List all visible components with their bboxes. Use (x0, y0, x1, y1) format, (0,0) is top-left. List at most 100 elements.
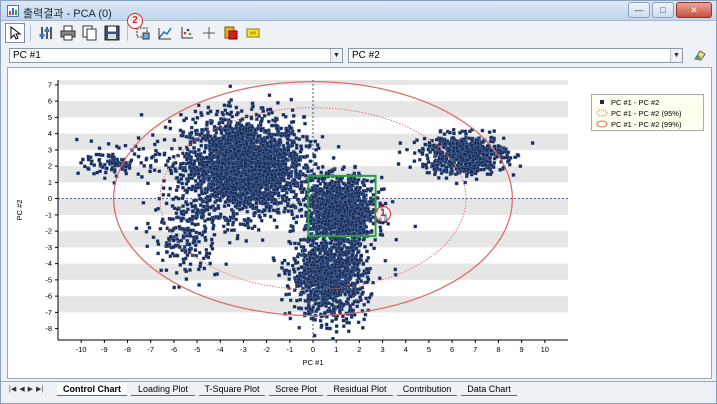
line-tool-button[interactable] (155, 23, 175, 43)
y-axis-select[interactable]: PC #2 ▼ (348, 48, 683, 63)
crosshair-tool-button[interactable] (199, 23, 219, 43)
scatter-point (268, 107, 273, 112)
scatter-point (306, 169, 310, 174)
window-title: 출력결과 - PCA (0) (23, 8, 112, 20)
scatter-point (333, 222, 337, 226)
scatter-point (182, 118, 186, 123)
save-tool-button[interactable] (102, 23, 122, 43)
scatter-point (348, 275, 352, 279)
scatter-point (361, 326, 365, 330)
scatter-point (249, 165, 254, 169)
scatter-point (172, 138, 177, 142)
scatter-point (272, 218, 277, 222)
scatter-point (228, 124, 232, 129)
highlight-tool-button[interactable] (221, 23, 241, 43)
scatter-point (308, 256, 312, 260)
scatter-point (365, 259, 369, 263)
scatter-point (272, 201, 277, 206)
scatter-point (288, 229, 292, 234)
scatter-point (200, 173, 205, 177)
scatter-point (256, 134, 260, 139)
scatter-point (310, 211, 314, 216)
scatter-point (238, 200, 242, 205)
minimize-button[interactable]: — (628, 2, 650, 18)
chart-panel[interactable]: -10 -9 -8 -7 -6 -5 -4 -3 -2 -1 0 1 2 3 4 5 6 7 8 9 10 7 6 5 4 3 2 1… (7, 67, 712, 379)
title-bar[interactable]: 출력결과 - PCA (0) — □ ✕ (1, 1, 716, 21)
scatter-point (262, 169, 267, 174)
scatter-point (282, 146, 286, 151)
scatter-point (232, 168, 236, 173)
chevron-down-icon[interactable]: ▼ (670, 49, 682, 62)
scatter-point (264, 193, 268, 198)
scatter-point (296, 280, 300, 284)
maximize-button[interactable]: □ (652, 2, 674, 18)
chart-axes: -10 -9 -8 -7 -6 -5 -4 -3 -2 -1 0 1 2 3 4 5 6 7 8 9 107654321… (45, 80, 568, 354)
scatter-point (323, 301, 327, 305)
scatter-point (243, 158, 248, 162)
scatter-point (284, 168, 289, 172)
scatter-point (337, 274, 342, 278)
eraser-icon[interactable] (693, 48, 707, 62)
scatter-point (305, 135, 309, 139)
scatter-point (246, 217, 251, 221)
scatter-point (264, 183, 268, 187)
scatter-point (298, 271, 302, 276)
zoom-rect-tool-button[interactable] (133, 23, 153, 43)
save-icon (104, 25, 120, 41)
scatter-point (338, 177, 343, 182)
y-tick-label: 5 (48, 113, 52, 122)
axis-tool-button[interactable] (177, 23, 197, 43)
scatter-point (358, 225, 363, 229)
scatter-point (324, 241, 329, 245)
scatter-point (275, 225, 279, 229)
y-tick-label: -8 (45, 324, 52, 333)
scatter-point (324, 230, 328, 234)
scatter-point (210, 193, 215, 197)
scatter-point (196, 182, 200, 186)
scatter-chart[interactable]: -10 -9 -8 -7 -6 -5 -4 -3 -2 -1 0 1 2 3 4 5 6 7 8 9 107654321… (8, 68, 711, 378)
scatter-point (242, 203, 246, 208)
x-tick-label: 7 (473, 345, 477, 354)
scatter-point (301, 245, 306, 249)
scatter-point (319, 170, 323, 175)
scatter-point (299, 144, 303, 148)
scatter-point (372, 246, 376, 251)
print-tool-button[interactable] (58, 23, 78, 43)
scatter-point (214, 137, 218, 142)
scatter-point (357, 211, 361, 216)
scatter-point (215, 198, 219, 203)
scatter-point (245, 122, 249, 127)
scatter-point (270, 178, 275, 182)
scatter-point (139, 113, 144, 117)
scatter-point (321, 237, 326, 241)
scatter-point (306, 166, 310, 170)
scatter-point (250, 203, 255, 208)
scatter-point (360, 203, 365, 207)
scatter-point (239, 163, 244, 168)
scatter-point (254, 147, 258, 152)
marker-tool-button[interactable] (243, 23, 263, 43)
scatter-point (215, 186, 219, 191)
pointer-tool-button[interactable] (5, 23, 25, 43)
scatter-point (236, 133, 240, 137)
scatter-point (321, 165, 325, 169)
scatter-point (261, 106, 265, 110)
scatter-point (394, 237, 399, 242)
scatter-point (226, 138, 230, 142)
copy-tool-button[interactable] (80, 23, 100, 43)
scatter-point (302, 227, 307, 232)
close-button[interactable]: ✕ (676, 2, 712, 18)
y-axis-select-value: PC #2 (352, 50, 380, 61)
scatter-point (371, 193, 376, 197)
scatter-point (192, 166, 196, 171)
scatter-point (331, 156, 336, 160)
scatter-point (344, 300, 349, 304)
scatter-point (362, 317, 366, 322)
scatter-point (250, 226, 255, 231)
x-axis-select[interactable]: PC #1 ▼ (9, 48, 343, 63)
y-tick-label: -3 (45, 243, 52, 252)
scatter-point (281, 196, 285, 200)
scatter-point (243, 146, 247, 150)
properties-tool-button[interactable] (36, 23, 56, 43)
chevron-down-icon[interactable]: ▼ (330, 49, 342, 62)
